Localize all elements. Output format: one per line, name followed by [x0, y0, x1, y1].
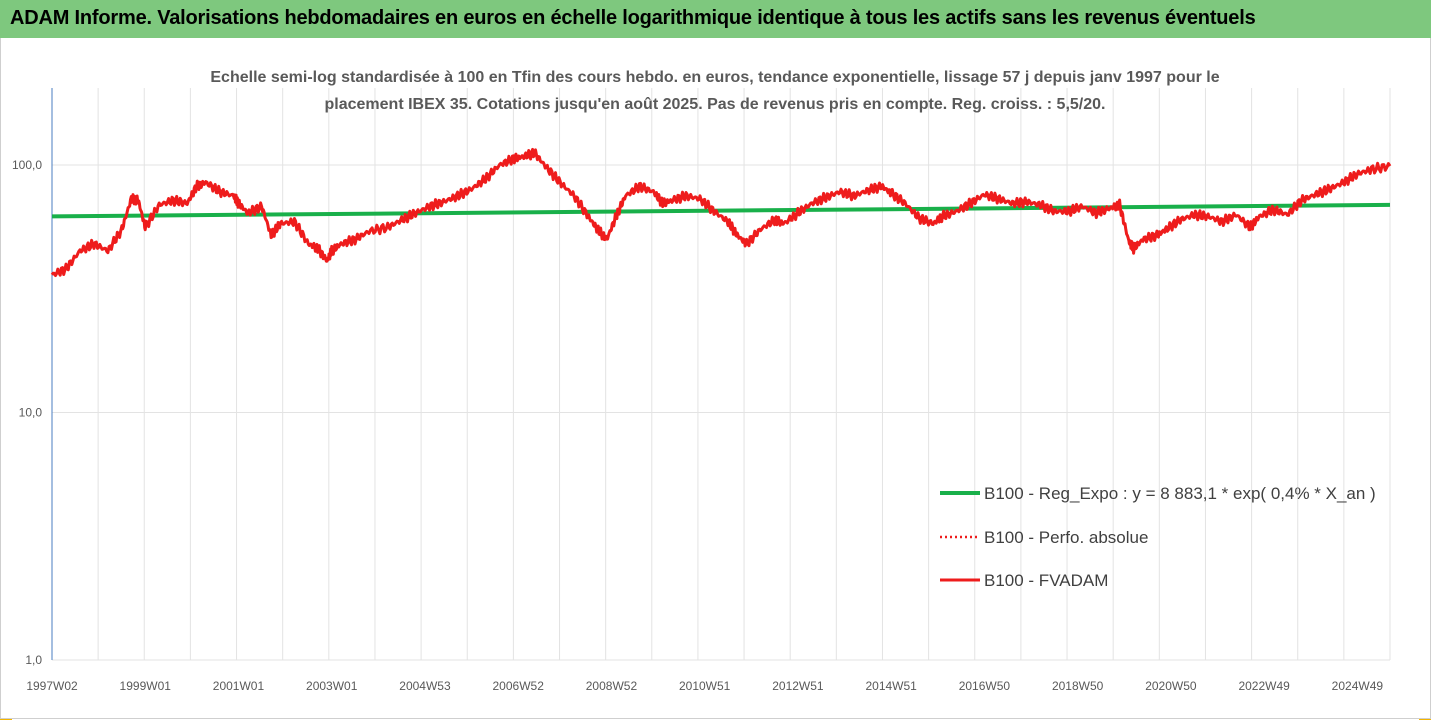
subtitle-line-1: Echelle semi-log standardisée à 100 en T…	[210, 69, 1220, 86]
chart-subtitle: Echelle semi-log standardisée à 100 en T…	[150, 64, 1280, 118]
chart-area	[0, 38, 1431, 719]
x-tick-label: 2016W50	[959, 679, 1011, 693]
legend-label: B100 - FVADAM	[984, 571, 1108, 590]
legend-label: B100 - Perfo. absolue	[984, 528, 1148, 547]
x-tick-label: 2024W49	[1332, 679, 1384, 693]
header-bar: ADAM Informe. Valorisations hebdomadaire…	[0, 0, 1431, 39]
x-tick-label: 2004W53	[399, 679, 451, 693]
axes: 100,0 10,0 1,0 1997W02 1999W01 2001W01 2003W01…	[12, 88, 1383, 693]
subtitle-line-2: placement IBEX 35. Cotations jusqu'en ao…	[324, 96, 1106, 113]
x-tick-label: 2008W52	[586, 679, 638, 693]
y-tick-label: 10,0	[19, 406, 43, 420]
y-tick-label: 1,0	[25, 653, 42, 667]
x-tick-label: 2014W51	[865, 679, 917, 693]
series-line-2	[50, 147, 1392, 277]
x-tick-label: 1997W02	[26, 679, 78, 693]
y-tick-label: 100,0	[12, 158, 42, 172]
x-tick-label: 2010W51	[679, 679, 731, 693]
page-title: ADAM Informe. Valorisations hebdomadaire…	[10, 7, 1256, 29]
x-tick-label: 1999W01	[120, 679, 172, 693]
series-layer	[50, 147, 1392, 277]
x-tick-label: 2020W50	[1145, 679, 1197, 693]
x-tick-label: 2006W52	[493, 679, 545, 693]
x-tick-label: 2012W51	[772, 679, 824, 693]
legend-label: B100 - Reg_Expo : y = 8 883,1 * exp( 0,4…	[984, 484, 1376, 503]
x-tick-label: 2001W01	[213, 679, 265, 693]
x-tick-label: 2022W49	[1238, 679, 1290, 693]
legend: B100 - Reg_Expo : y = 8 883,1 * exp( 0,4…	[940, 484, 1376, 590]
series-line-0	[51, 202, 1391, 219]
grid-lines	[52, 88, 1391, 661]
x-tick-label: 2003W01	[306, 679, 358, 693]
x-tick-label: 2018W50	[1052, 679, 1104, 693]
